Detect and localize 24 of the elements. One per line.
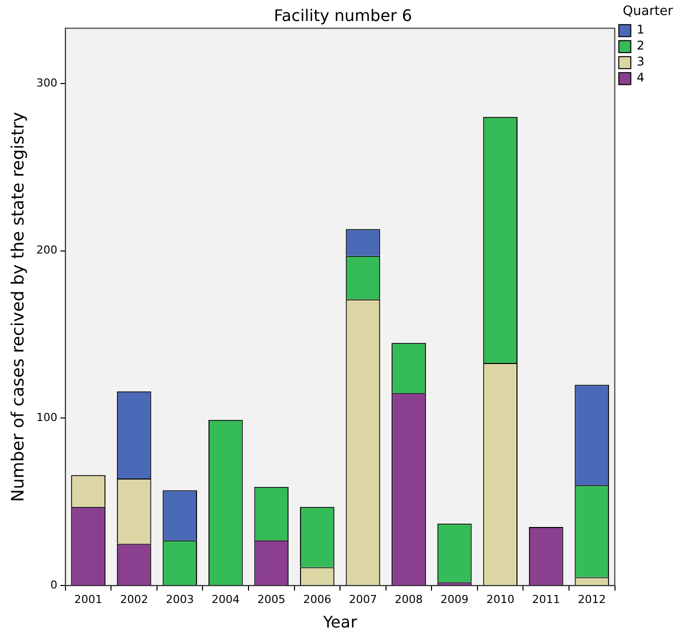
x-tick-label: 2011 xyxy=(532,593,560,606)
x-tick-label: 2006 xyxy=(303,593,332,606)
x-tick-label: 2004 xyxy=(212,593,240,606)
x-tick-label: 2010 xyxy=(486,593,514,606)
x-tick-label: 2008 xyxy=(394,593,423,606)
legend-label: 1 xyxy=(636,22,644,37)
chart-title: Facility number 6 xyxy=(274,6,412,25)
y-tick-label: 0 xyxy=(50,578,58,592)
x-tick-label: 2003 xyxy=(166,593,194,606)
y-axis-title: Number of cases recived by the state registry xyxy=(8,112,29,502)
x-axis-title: Year xyxy=(322,612,358,632)
legend-label: 4 xyxy=(636,70,644,85)
x-tick-label: 2012 xyxy=(578,593,606,606)
x-tick-label: 2001 xyxy=(74,593,102,606)
legend-title: Quarter xyxy=(622,4,674,19)
y-tick-label: 200 xyxy=(36,244,58,257)
x-tick-label: 2002 xyxy=(120,593,148,606)
y-tick-label: 100 xyxy=(36,411,58,424)
y-tick-label: 300 xyxy=(36,76,58,90)
legend-label: 2 xyxy=(636,38,644,53)
legend-label: 3 xyxy=(636,54,644,69)
x-tick-label: 2007 xyxy=(348,593,377,606)
x-tick-label: 2005 xyxy=(257,593,286,606)
x-tick-label: 2009 xyxy=(440,593,469,606)
